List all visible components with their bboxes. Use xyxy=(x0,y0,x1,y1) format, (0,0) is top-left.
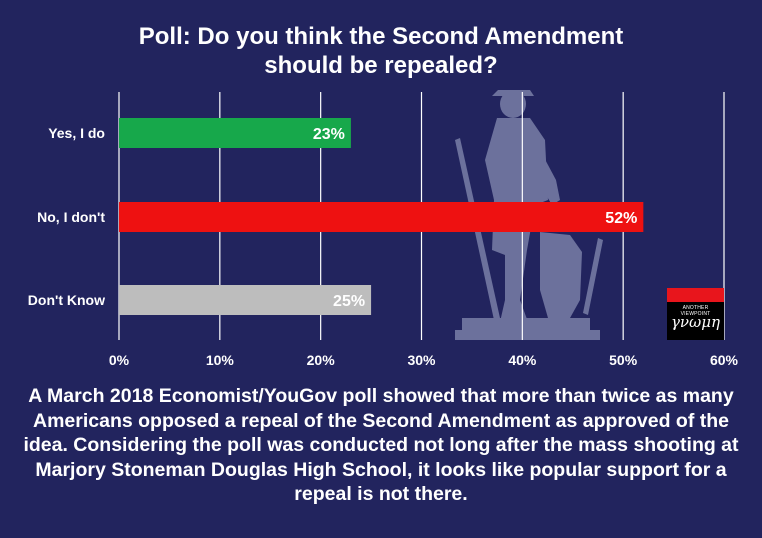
value-label-0: 23% xyxy=(313,126,345,143)
logo-wordmark: γνωμη xyxy=(670,313,721,331)
logo-red-band xyxy=(667,288,724,302)
x-tick-label-3: 30% xyxy=(407,352,436,368)
logo-tagline: ANOTHER VIEWPOINT xyxy=(680,305,711,317)
category-label-2: Don't Know xyxy=(28,292,105,308)
x-tick-label-0: 0% xyxy=(109,352,130,368)
x-tick-label-2: 20% xyxy=(307,352,336,368)
value-label-2: 25% xyxy=(333,293,365,310)
caption-text: A March 2018 Economist/YouGov poll showe… xyxy=(23,385,739,505)
chart-title: Poll: Do you think the Second Amendment … xyxy=(0,22,762,80)
chart-title-line-1: Poll: Do you think the Second Amendment xyxy=(138,23,624,50)
category-label-1: No, I don't xyxy=(37,209,105,225)
x-tick-label-1: 10% xyxy=(206,352,235,368)
x-tick-label-6: 60% xyxy=(710,352,739,368)
bar-2 xyxy=(119,285,372,315)
x-tick-label-4: 40% xyxy=(508,352,537,368)
bar-0 xyxy=(119,118,351,148)
chart-title-line-2: should be repealed? xyxy=(264,52,498,79)
value-label-1: 52% xyxy=(605,210,637,227)
gnomi-logo: ANOTHER VIEWPOINT γνωμη xyxy=(667,288,724,340)
x-tick-label-5: 50% xyxy=(609,352,638,368)
bar-1 xyxy=(119,202,644,232)
category-label-0: Yes, I do xyxy=(48,125,105,141)
